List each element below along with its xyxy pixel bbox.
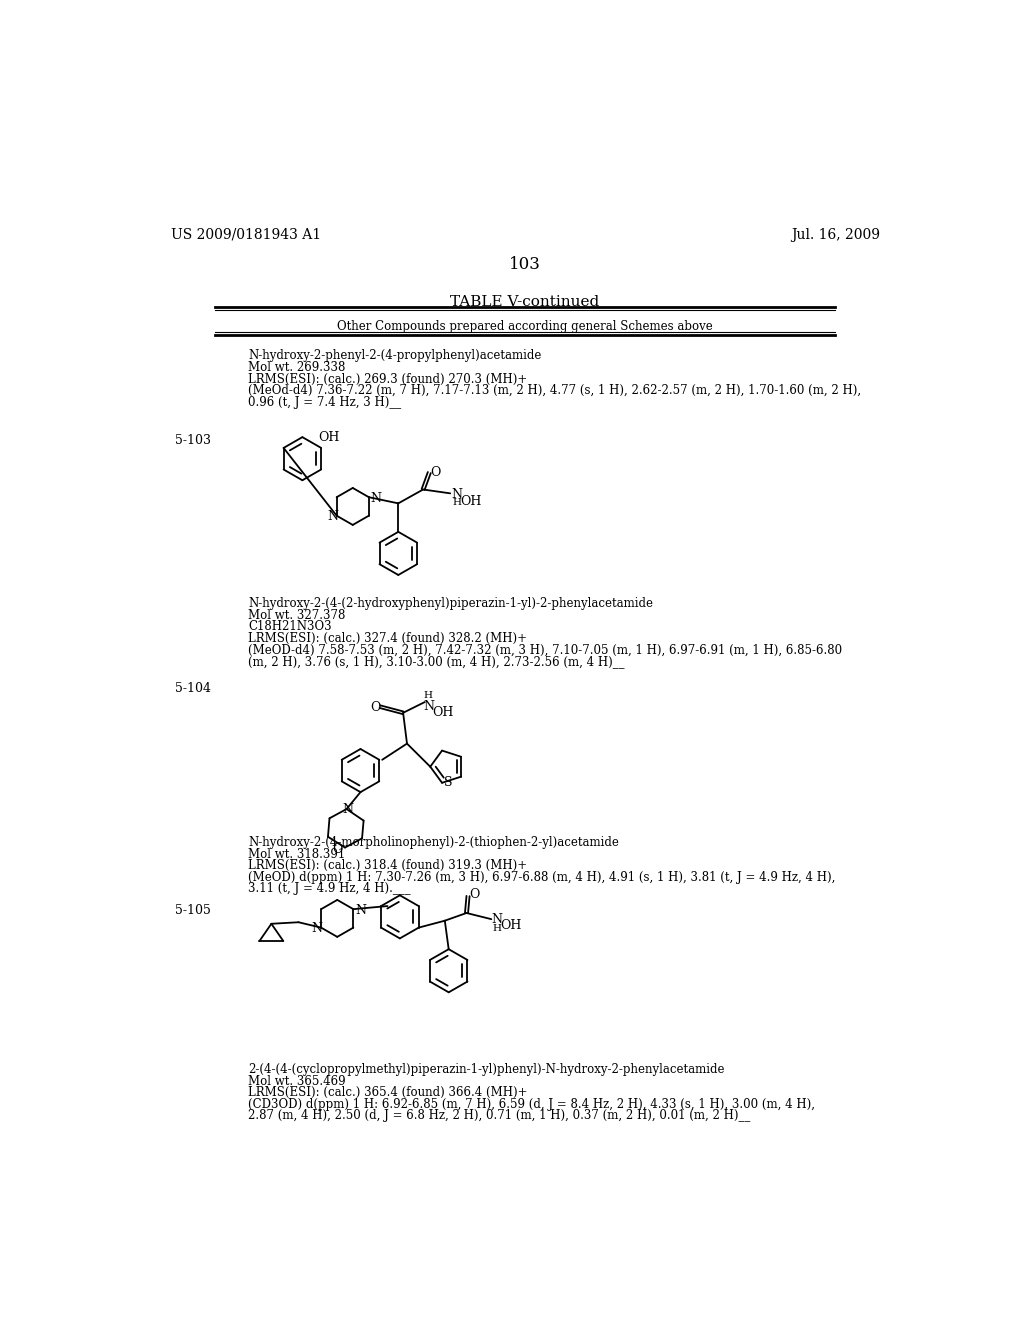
Text: (m, 2 H), 3.76 (s, 1 H), 3.10-3.00 (m, 4 H), 2.73-2.56 (m, 4 H)__: (m, 2 H), 3.76 (s, 1 H), 3.10-3.00 (m, 4…: [248, 655, 625, 668]
Text: Jul. 16, 2009: Jul. 16, 2009: [791, 227, 880, 242]
Text: 0.96 (t, J = 7.4 Hz, 3 H)__: 0.96 (t, J = 7.4 Hz, 3 H)__: [248, 396, 401, 409]
Text: N: N: [312, 923, 323, 936]
Text: O: O: [470, 888, 480, 902]
Text: N-hydroxy-2-(4-(2-hydroxyphenyl)piperazin-1-yl)-2-phenylacetamide: N-hydroxy-2-(4-(2-hydroxyphenyl)piperazi…: [248, 597, 653, 610]
Text: 103: 103: [509, 256, 541, 273]
Text: Mol wt. 269.338: Mol wt. 269.338: [248, 360, 345, 374]
Text: 5-105: 5-105: [174, 904, 210, 917]
Text: (MeOd-d4) 7.36-7.22 (m, 7 H), 7.17-7.13 (m, 2 H), 4.77 (s, 1 H), 2.62-2.57 (m, 2: (MeOd-d4) 7.36-7.22 (m, 7 H), 7.17-7.13 …: [248, 384, 861, 397]
Text: Mol wt. 318.391: Mol wt. 318.391: [248, 847, 345, 861]
Text: H: H: [453, 498, 462, 507]
Text: US 2009/0181943 A1: US 2009/0181943 A1: [171, 227, 321, 242]
Text: 2.87 (m, 4 H), 2.50 (d, J = 6.8 Hz, 2 H), 0.71 (m, 1 H), 0.37 (m, 2 H), 0.01 (m,: 2.87 (m, 4 H), 2.50 (d, J = 6.8 Hz, 2 H)…: [248, 1109, 751, 1122]
Text: H: H: [423, 692, 432, 700]
Text: N: N: [492, 913, 503, 927]
Text: N: N: [451, 488, 462, 502]
Text: LRMS(ESI): (calc.) 269.3 (found) 270.3 (MH)+: LRMS(ESI): (calc.) 269.3 (found) 270.3 (…: [248, 372, 527, 385]
Text: 5-103: 5-103: [174, 434, 211, 447]
Text: (MeOD) d(ppm) 1 H: 7.30-7.26 (m, 3 H), 6.97-6.88 (m, 4 H), 4.91 (s, 1 H), 3.81 (: (MeOD) d(ppm) 1 H: 7.30-7.26 (m, 3 H), 6…: [248, 871, 836, 883]
Text: N: N: [355, 904, 366, 917]
Text: 2-(4-(4-(cyclopropylmethyl)piperazin-1-yl)phenyl)-N-hydroxy-2-phenylacetamide: 2-(4-(4-(cyclopropylmethyl)piperazin-1-y…: [248, 1063, 725, 1076]
Text: N: N: [328, 511, 338, 523]
Text: N-hydroxy-2-(4-morpholinophenyl)-2-(thiophen-2-yl)acetamide: N-hydroxy-2-(4-morpholinophenyl)-2-(thio…: [248, 836, 618, 849]
Text: N-hydroxy-2-phenyl-2-(4-propylphenyl)acetamide: N-hydroxy-2-phenyl-2-(4-propylphenyl)ace…: [248, 350, 542, 363]
Text: S: S: [443, 776, 452, 789]
Text: TABLE V-continued: TABLE V-continued: [451, 296, 599, 309]
Text: Mol wt. 327.378: Mol wt. 327.378: [248, 609, 345, 622]
Text: OH: OH: [500, 919, 521, 932]
Text: OH: OH: [317, 430, 339, 444]
Text: OH: OH: [432, 706, 454, 719]
Text: O: O: [371, 701, 381, 714]
Text: LRMS(ESI): (calc.) 327.4 (found) 328.2 (MH)+: LRMS(ESI): (calc.) 327.4 (found) 328.2 (…: [248, 632, 527, 645]
Text: (MeOD-d4) 7.58-7.53 (m, 2 H), 7.42-7.32 (m, 3 H), 7.10-7.05 (m, 1 H), 6.97-6.91 : (MeOD-d4) 7.58-7.53 (m, 2 H), 7.42-7.32 …: [248, 644, 843, 656]
Text: C18H21N3O3: C18H21N3O3: [248, 620, 332, 634]
Text: H: H: [493, 924, 502, 933]
Text: 5-104: 5-104: [174, 682, 211, 696]
Text: Other Compounds prepared according general Schemes above: Other Compounds prepared according gener…: [337, 321, 713, 333]
Text: OH: OH: [461, 495, 481, 508]
Text: N: N: [342, 803, 353, 816]
Text: (CD3OD) d(ppm) 1 H: 6.92-6.85 (m, 7 H), 6.59 (d, J = 8.4 Hz, 2 H), 4.33 (s, 1 H): (CD3OD) d(ppm) 1 H: 6.92-6.85 (m, 7 H), …: [248, 1098, 815, 1111]
Text: 3.11 (t, J = 4.9 Hz, 4 H).___: 3.11 (t, J = 4.9 Hz, 4 H).___: [248, 882, 411, 895]
Text: LRMS(ESI): (calc.) 318.4 (found) 319.3 (MH)+: LRMS(ESI): (calc.) 318.4 (found) 319.3 (…: [248, 859, 527, 873]
Text: N: N: [423, 701, 434, 714]
Text: LRMS(ESI): (calc.) 365.4 (found) 366.4 (MH)+: LRMS(ESI): (calc.) 365.4 (found) 366.4 (…: [248, 1086, 527, 1100]
Text: O: O: [430, 466, 440, 479]
Text: Mol wt. 365.469: Mol wt. 365.469: [248, 1074, 346, 1088]
Text: N: N: [371, 492, 381, 504]
Text: O: O: [333, 843, 343, 855]
